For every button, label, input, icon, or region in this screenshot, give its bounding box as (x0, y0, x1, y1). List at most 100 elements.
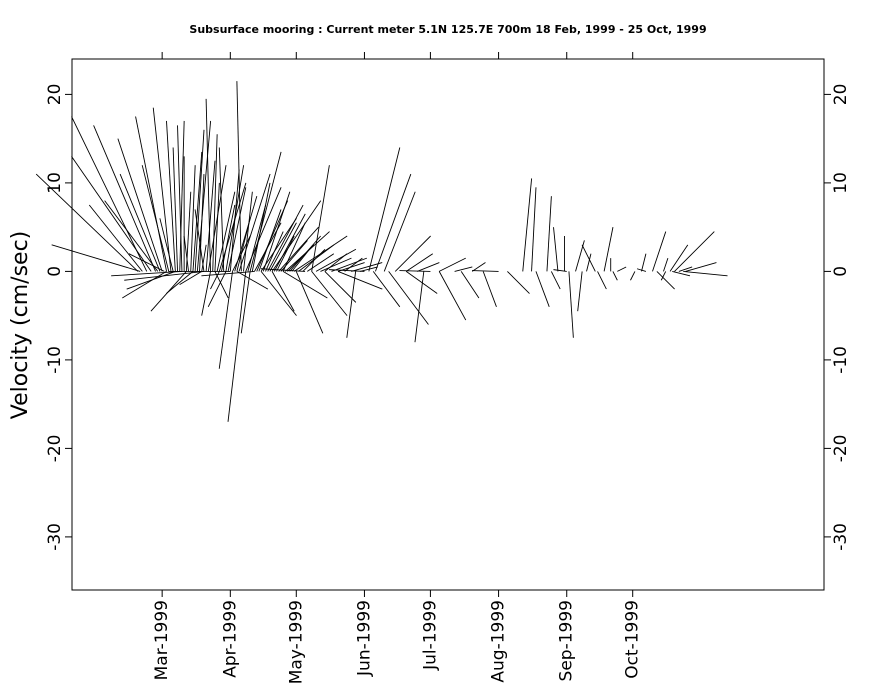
velocity-stick (271, 271, 295, 312)
velocity-stick (507, 271, 530, 294)
x-tick-label: Jun-1999 (354, 600, 374, 677)
stick-series (35, 81, 728, 422)
velocity-stick (194, 209, 205, 272)
velocity-stick (414, 271, 425, 343)
x-tick-label: Aug-1999 (489, 600, 509, 683)
y-tick-label-right: 20 (831, 84, 851, 106)
velocity-stick (249, 151, 282, 272)
velocity-stick (265, 231, 284, 272)
velocity-stick (227, 271, 247, 422)
velocity-stick (307, 253, 335, 272)
velocity-stick (177, 125, 183, 272)
velocity-stick (674, 231, 715, 272)
velocity-stick (201, 271, 211, 316)
axes (65, 52, 831, 597)
velocity-stick (88, 204, 143, 272)
y-tick-label-left: 0 (45, 266, 65, 277)
velocity-stick (454, 266, 473, 272)
velocity-stick (656, 271, 675, 290)
velocity-stick (482, 271, 497, 307)
y-axis-label: Velocity (cm/sec) (8, 231, 33, 420)
velocity-stick (399, 270, 431, 272)
velocity-stick (152, 107, 172, 272)
velocity-stick (550, 271, 561, 290)
velocity-stick (344, 257, 363, 272)
velocity-stick (159, 218, 174, 272)
velocity-stick (111, 270, 182, 277)
velocity-stick (368, 147, 401, 272)
velocity-stick (553, 269, 567, 272)
velocity-stick (227, 187, 247, 272)
velocity-stick (472, 270, 499, 272)
x-tick-label: Jul-1999 (420, 600, 440, 671)
velocity-stick (346, 271, 357, 338)
velocity-stick (282, 222, 306, 272)
velocity-stick (535, 271, 550, 307)
y-tick-label-left: -30 (45, 523, 65, 551)
velocity-stick (375, 173, 412, 272)
velocity-stick (612, 271, 618, 281)
velocity-stick (238, 173, 271, 272)
velocity-stick (636, 268, 647, 272)
velocity-stick (295, 271, 324, 334)
velocity-stick (93, 125, 156, 272)
y-tick-label-right: 10 (831, 172, 851, 194)
velocity-stick (383, 191, 416, 272)
velocity-stick (141, 165, 170, 272)
velocity-stick (260, 218, 297, 272)
x-tick-label: Apr-1999 (220, 600, 240, 678)
velocity-stick (311, 165, 330, 272)
y-tick-label-right: 0 (831, 266, 851, 277)
velocity-stick (212, 134, 218, 272)
velocity-stick (194, 129, 205, 272)
velocity-stick (124, 270, 204, 281)
velocity-stick (199, 174, 205, 272)
velocity-stick (678, 266, 693, 272)
velocity-stick (201, 244, 207, 272)
velocity-stick (234, 196, 258, 272)
velocity-stick (405, 271, 438, 294)
velocity-stick (337, 270, 383, 290)
velocity-stick (196, 120, 212, 272)
velocity-stick (135, 116, 167, 272)
y-tick-label-left: -20 (45, 435, 65, 463)
y-tick-label-right: -30 (831, 523, 851, 551)
velocity-stick (405, 253, 434, 272)
velocity-stick (359, 266, 378, 272)
velocity-stick (417, 262, 440, 272)
velocity-stick (267, 204, 304, 272)
velocity-stick (128, 253, 165, 272)
velocity-stick (568, 271, 574, 338)
velocity-stick (320, 257, 352, 272)
x-tick-label: May-1999 (286, 600, 306, 684)
velocity-stick (531, 187, 537, 272)
velocity-stick (205, 98, 211, 272)
velocity-stick (617, 266, 627, 272)
y-tick-label-right: -20 (831, 435, 851, 463)
velocity-stick (166, 120, 176, 272)
velocity-stick (311, 271, 348, 316)
velocity-stick (388, 271, 429, 325)
velocity-stick (672, 270, 691, 277)
y-tick-label-right: -10 (831, 346, 851, 374)
x-tick-label: Sep-1999 (557, 600, 577, 681)
tick-labels: 20 20 10 10 0 0 -10 -10 -20 -20 -30 -30 Mar-1999 Apr-… (45, 84, 851, 685)
velocity-stick (273, 213, 306, 272)
velocity-stick (546, 196, 552, 272)
velocity-stick (218, 271, 233, 369)
velocity-stick (291, 248, 310, 272)
velocity-stick (324, 271, 357, 303)
velocity-stick (126, 270, 176, 290)
velocity-stick (438, 271, 467, 321)
velocity-stick (216, 191, 236, 272)
velocity-stick (652, 231, 667, 272)
velocity-stick (247, 204, 267, 272)
velocity-stick (260, 268, 306, 272)
velocity-stick (218, 182, 247, 272)
velocity-stick (205, 160, 216, 272)
velocity-stick (214, 182, 220, 272)
velocity-stick (553, 227, 559, 272)
velocity-stick (183, 235, 189, 272)
velocity-stick (641, 253, 647, 272)
